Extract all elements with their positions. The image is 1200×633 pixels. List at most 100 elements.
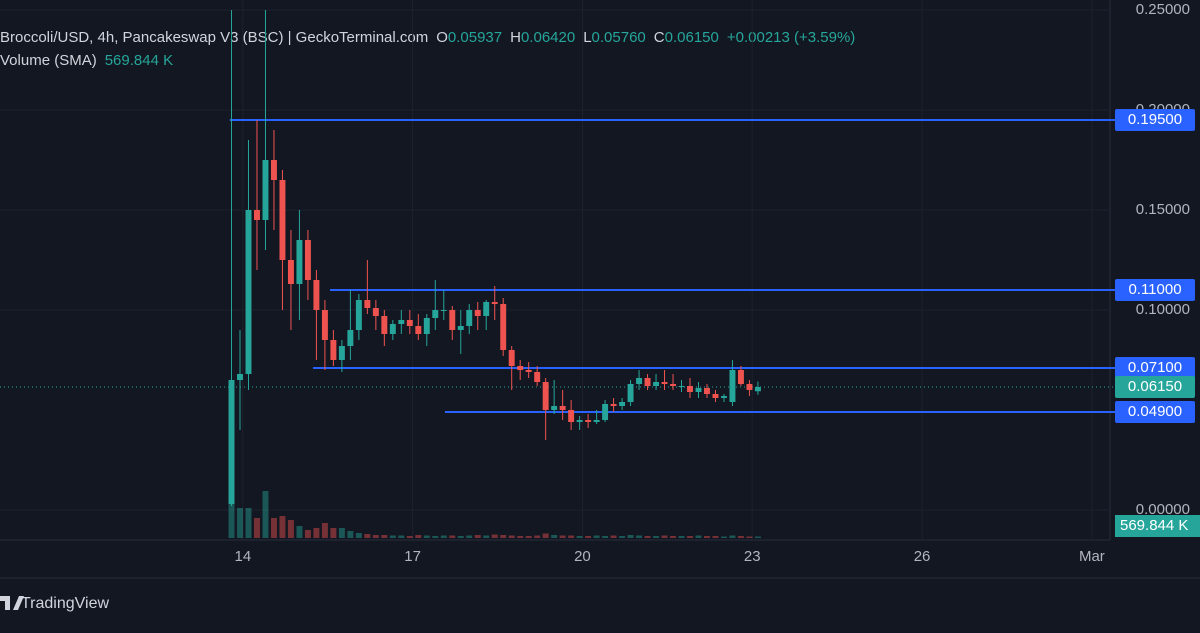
volume-bar bbox=[653, 536, 660, 538]
volume-bar bbox=[321, 523, 328, 538]
candle-body bbox=[729, 370, 736, 402]
volume-bar bbox=[720, 536, 727, 538]
candle-body bbox=[602, 404, 609, 420]
level-label: 0.11000 bbox=[1128, 281, 1181, 298]
candle-body bbox=[330, 340, 337, 360]
candle-body bbox=[720, 396, 727, 398]
ohlc-value: 0.06420 bbox=[521, 29, 575, 46]
volume-bar bbox=[687, 536, 693, 538]
last-price-badge bbox=[1115, 376, 1195, 398]
candle-body bbox=[423, 318, 430, 334]
levels: 0.19500 0.11000 0.07100 0.04900 bbox=[229, 109, 1195, 423]
volume-bar bbox=[695, 535, 702, 538]
candle-body bbox=[534, 372, 541, 382]
volume-bar bbox=[661, 535, 668, 538]
candle-body bbox=[593, 420, 600, 422]
level-badge bbox=[1115, 357, 1195, 379]
level-label: 0.19500 bbox=[1128, 111, 1182, 128]
x-tick-label: 17 bbox=[404, 548, 421, 565]
volume-bar bbox=[466, 535, 473, 538]
volume-bar bbox=[296, 526, 303, 538]
x-tick-label: 20 bbox=[574, 548, 591, 565]
candle-body bbox=[237, 374, 243, 380]
candle-body bbox=[270, 160, 277, 180]
candle-body bbox=[279, 180, 286, 260]
volume-bar bbox=[254, 518, 260, 538]
volume-bar bbox=[228, 503, 235, 538]
volume-badge-label: 569.844 K bbox=[1120, 517, 1188, 534]
volume-bar bbox=[457, 536, 464, 538]
candle-body bbox=[440, 310, 447, 311]
volume-bar bbox=[415, 535, 422, 538]
candle-body bbox=[313, 280, 320, 310]
candle-body bbox=[746, 384, 753, 390]
x-tick-label: 23 bbox=[744, 548, 761, 565]
volume-bar bbox=[704, 536, 710, 538]
level-badge bbox=[1115, 401, 1195, 423]
candle-body bbox=[644, 378, 651, 386]
x-tick-label: Mar bbox=[1079, 548, 1105, 565]
candle-body bbox=[415, 326, 422, 334]
candle-body bbox=[406, 320, 413, 326]
brand: TradingView bbox=[0, 595, 109, 612]
candle-body bbox=[678, 386, 685, 387]
candle-body bbox=[296, 240, 303, 284]
volume-bar bbox=[585, 536, 592, 538]
candle-body bbox=[627, 384, 634, 402]
volume-bar bbox=[551, 535, 558, 538]
volume-bar bbox=[644, 536, 651, 538]
candle-body bbox=[619, 402, 626, 406]
candle-body bbox=[483, 302, 490, 316]
candle-body bbox=[712, 394, 719, 398]
volume-legend: Volume (SMA) 569.844 K bbox=[0, 52, 173, 69]
candle-body bbox=[432, 310, 439, 318]
volume-bar bbox=[754, 536, 761, 538]
candle-body bbox=[254, 210, 260, 220]
volume-bar bbox=[423, 535, 430, 538]
volume-bar bbox=[330, 528, 337, 538]
ohlc-key: O bbox=[436, 29, 448, 46]
ohlc-value: 0.05760 bbox=[592, 29, 646, 46]
candle-body bbox=[228, 380, 235, 504]
x-tick-label: 26 bbox=[914, 548, 931, 565]
candle-body bbox=[704, 388, 710, 394]
volume-bar bbox=[364, 534, 371, 538]
volume-badge bbox=[1115, 515, 1200, 537]
volume-bar bbox=[406, 536, 413, 538]
volume-bar bbox=[355, 533, 362, 538]
candle-body bbox=[398, 320, 405, 324]
brand-name: TradingView bbox=[21, 595, 109, 612]
ohlc-key: H bbox=[510, 29, 521, 46]
level-badge bbox=[1115, 279, 1195, 301]
y-tick-label: 0.00000 bbox=[1136, 501, 1190, 518]
volume-bar bbox=[568, 535, 575, 538]
volume-bar bbox=[262, 491, 269, 538]
change: +0.00213 (+3.59%) bbox=[727, 29, 855, 46]
candle-body bbox=[636, 378, 643, 384]
candle-body bbox=[347, 330, 354, 346]
candle-body bbox=[491, 302, 498, 304]
volume-bar bbox=[338, 528, 345, 538]
legend: Broccoli/USD, 4h, Pancakeswap V3 (BSC) |… bbox=[0, 29, 855, 69]
volume-value: 569.844 K bbox=[105, 52, 173, 69]
volume-bar bbox=[287, 520, 294, 538]
candle-body bbox=[355, 300, 362, 330]
volume-bar bbox=[737, 536, 744, 538]
volume-bar bbox=[381, 535, 388, 538]
candle-body bbox=[466, 310, 473, 326]
volume-bar bbox=[712, 536, 719, 538]
volume-bar bbox=[534, 535, 541, 538]
candle-body bbox=[508, 350, 515, 366]
candle-body bbox=[610, 404, 617, 406]
volume-bar bbox=[525, 536, 532, 538]
volume-bar bbox=[372, 535, 379, 538]
volume-bar bbox=[432, 536, 439, 538]
candle-body bbox=[338, 346, 345, 360]
volume-bar bbox=[279, 516, 286, 538]
volume-bar bbox=[483, 535, 490, 538]
volume-bar bbox=[491, 534, 498, 538]
candle-body bbox=[304, 240, 311, 280]
